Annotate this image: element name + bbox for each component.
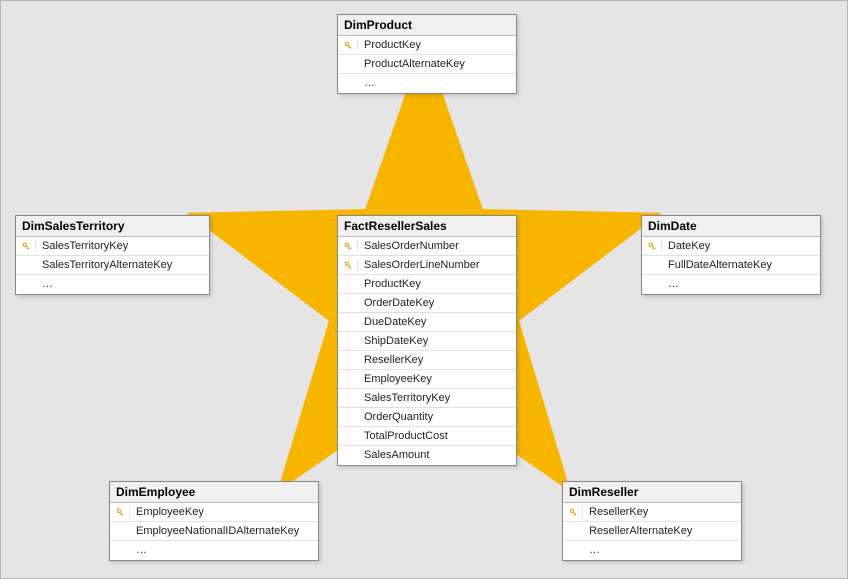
table-row[interactable]: ProductKey xyxy=(338,36,516,55)
table-rows: DateKeyFullDateAlternateKey… xyxy=(642,237,820,294)
primary-key-icon xyxy=(338,241,358,251)
table-rows: ProductKeyProductAlternateKey… xyxy=(338,36,516,93)
table-row[interactable]: ResellerAlternateKey xyxy=(563,522,741,541)
table-header[interactable]: DimEmployee xyxy=(110,482,318,503)
table-header[interactable]: DimDate xyxy=(642,216,820,237)
table-factresellersales[interactable]: FactResellerSalesSalesOrderNumberSalesOr… xyxy=(337,215,517,466)
table-row[interactable]: SalesTerritoryKey xyxy=(338,389,516,408)
column-name: ProductKey xyxy=(358,36,427,55)
table-dimsalesterritory[interactable]: DimSalesTerritorySalesTerritoryKeySalesT… xyxy=(15,215,210,295)
table-row[interactable]: SalesOrderNumber xyxy=(338,237,516,256)
table-row[interactable]: DateKey xyxy=(642,237,820,256)
table-row[interactable]: SalesOrderLineNumber xyxy=(338,256,516,275)
column-name: OrderDateKey xyxy=(358,294,440,313)
table-header[interactable]: DimSalesTerritory xyxy=(16,216,209,237)
column-name: SalesTerritoryAlternateKey xyxy=(36,256,178,275)
primary-key-icon xyxy=(338,260,358,270)
table-row[interactable]: ProductAlternateKey xyxy=(338,55,516,74)
table-header[interactable]: FactResellerSales xyxy=(338,216,516,237)
column-name: ProductKey xyxy=(358,275,427,294)
table-row[interactable]: ProductKey xyxy=(338,275,516,294)
table-row[interactable]: OrderDateKey xyxy=(338,294,516,313)
column-name: … xyxy=(36,275,59,294)
primary-key-icon xyxy=(338,40,358,50)
table-row[interactable]: ShipDateKey xyxy=(338,332,516,351)
column-name: OrderQuantity xyxy=(358,408,439,427)
table-row[interactable]: DueDateKey xyxy=(338,313,516,332)
table-header[interactable]: DimReseller xyxy=(563,482,741,503)
column-name: SalesOrderNumber xyxy=(358,237,465,256)
column-name: SalesOrderLineNumber xyxy=(358,256,486,275)
table-row[interactable]: … xyxy=(563,541,741,560)
column-name: SalesTerritoryKey xyxy=(36,237,134,256)
primary-key-icon xyxy=(16,241,36,251)
table-row[interactable]: ResellerKey xyxy=(563,503,741,522)
table-dimdate[interactable]: DimDateDateKeyFullDateAlternateKey… xyxy=(641,215,821,295)
table-row[interactable]: SalesAmount xyxy=(338,446,516,465)
column-name: ProductAlternateKey xyxy=(358,55,471,74)
table-row[interactable]: EmployeeNationalIDAlternateKey xyxy=(110,522,318,541)
column-name: … xyxy=(583,541,606,560)
table-row[interactable]: EmployeeKey xyxy=(338,370,516,389)
table-rows: SalesTerritoryKeySalesTerritoryAlternate… xyxy=(16,237,209,294)
diagram-canvas: DimProductProductKeyProductAlternateKey…… xyxy=(0,0,848,579)
table-rows: ResellerKeyResellerAlternateKey… xyxy=(563,503,741,560)
column-name: DateKey xyxy=(662,237,716,256)
column-name: … xyxy=(662,275,685,294)
column-name: … xyxy=(358,74,381,93)
primary-key-icon xyxy=(110,507,130,517)
column-name: EmployeeKey xyxy=(130,503,210,522)
column-name: ResellerKey xyxy=(358,351,429,370)
column-name: SalesTerritoryKey xyxy=(358,389,456,408)
column-name: DueDateKey xyxy=(358,313,432,332)
table-row[interactable]: … xyxy=(642,275,820,294)
table-row[interactable]: EmployeeKey xyxy=(110,503,318,522)
table-row[interactable]: SalesTerritoryKey xyxy=(16,237,209,256)
primary-key-icon xyxy=(642,241,662,251)
column-name: FullDateAlternateKey xyxy=(662,256,778,275)
table-row[interactable]: … xyxy=(338,74,516,93)
table-row[interactable]: … xyxy=(16,275,209,294)
table-row[interactable]: ResellerKey xyxy=(338,351,516,370)
table-row[interactable]: … xyxy=(110,541,318,560)
table-row[interactable]: OrderQuantity xyxy=(338,408,516,427)
table-row[interactable]: SalesTerritoryAlternateKey xyxy=(16,256,209,275)
table-rows: SalesOrderNumberSalesOrderLineNumberProd… xyxy=(338,237,516,465)
table-dimreseller[interactable]: DimResellerResellerKeyResellerAlternateK… xyxy=(562,481,742,561)
table-row[interactable]: TotalProductCost xyxy=(338,427,516,446)
column-name: EmployeeNationalIDAlternateKey xyxy=(130,522,305,541)
table-row[interactable]: FullDateAlternateKey xyxy=(642,256,820,275)
column-name: SalesAmount xyxy=(358,446,435,465)
table-dimproduct[interactable]: DimProductProductKeyProductAlternateKey… xyxy=(337,14,517,94)
table-dimemployee[interactable]: DimEmployeeEmployeeKeyEmployeeNationalID… xyxy=(109,481,319,561)
table-header[interactable]: DimProduct xyxy=(338,15,516,36)
column-name: EmployeeKey xyxy=(358,370,438,389)
primary-key-icon xyxy=(563,507,583,517)
table-rows: EmployeeKeyEmployeeNationalIDAlternateKe… xyxy=(110,503,318,560)
column-name: ResellerKey xyxy=(583,503,654,522)
column-name: TotalProductCost xyxy=(358,427,454,446)
column-name: ResellerAlternateKey xyxy=(583,522,698,541)
column-name: … xyxy=(130,541,153,560)
column-name: ShipDateKey xyxy=(358,332,434,351)
